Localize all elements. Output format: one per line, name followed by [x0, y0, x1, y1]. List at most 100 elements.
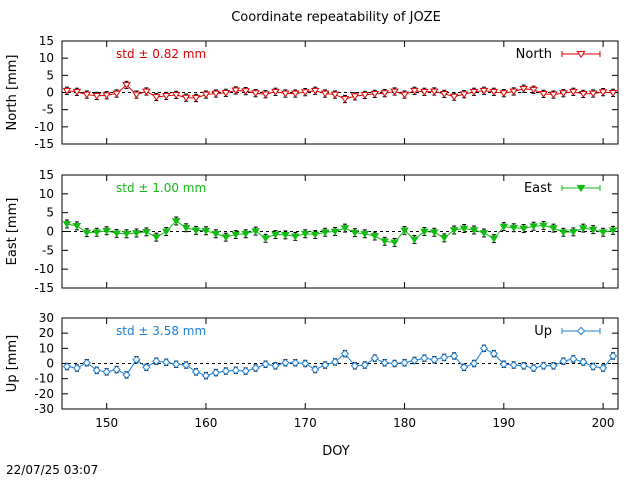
data-point: [261, 360, 270, 369]
data-point: [360, 92, 370, 99]
data-point: [92, 229, 102, 237]
data-point: [588, 226, 598, 234]
data-point: [430, 355, 439, 364]
data-point: [589, 362, 598, 371]
data-point: [241, 230, 250, 238]
data-point: [122, 230, 131, 238]
data-point: [509, 360, 518, 370]
data-point: [221, 234, 231, 242]
data-point: [251, 228, 260, 236]
y-tick-label: -10: [34, 120, 54, 134]
y-axis-label: North [mm]: [5, 55, 20, 131]
data-point: [529, 363, 538, 373]
data-point: [132, 355, 141, 364]
data-point: [608, 89, 618, 97]
data-point: [261, 91, 270, 99]
data-point: [559, 90, 568, 98]
data-point: [410, 236, 419, 244]
data-point: [350, 229, 360, 237]
data-point: [360, 230, 370, 238]
data-point: [450, 351, 459, 361]
data-point: [549, 361, 558, 370]
data-point: [72, 222, 82, 230]
data-point: [410, 87, 419, 95]
x-axis-label: DOY: [322, 444, 350, 459]
data-point: [479, 344, 489, 353]
data-point: [112, 230, 121, 238]
y-tick-label: -15: [34, 281, 54, 295]
data-point: [479, 230, 489, 238]
data-point: [281, 358, 290, 367]
y-tick-label: 0: [46, 357, 54, 371]
y-tick-label: 15: [39, 168, 54, 182]
data-point: [320, 90, 330, 98]
data-point: [62, 362, 72, 371]
data-point: [559, 229, 568, 237]
data-point: [549, 225, 558, 233]
data-point: [439, 90, 449, 98]
y-tick-label: 5: [46, 206, 54, 220]
data-point: [578, 225, 588, 233]
data-point: [291, 233, 300, 241]
data-point: [171, 92, 181, 99]
data-point: [469, 359, 479, 368]
timestamp: 22/07/25 03:07: [6, 463, 98, 477]
data-point: [191, 95, 201, 102]
data-point: [608, 227, 618, 235]
data-point: [172, 360, 181, 369]
data-point: [439, 235, 449, 242]
data-point: [449, 93, 459, 101]
data-point: [459, 225, 469, 233]
data-point: [82, 358, 91, 367]
data-point: [588, 90, 598, 98]
data-point: [162, 358, 171, 367]
data-point: [132, 230, 141, 238]
data-point: [241, 366, 250, 376]
legend-marker: [576, 50, 586, 59]
data-point: [330, 91, 340, 99]
y-axis-label: Up [mm]: [5, 335, 20, 392]
data-point: [231, 87, 241, 95]
data-point: [420, 88, 429, 96]
legend-label: North: [516, 47, 552, 62]
data-point: [142, 228, 151, 236]
data-point: [380, 358, 389, 367]
data-point: [310, 231, 320, 239]
data-point: [241, 88, 250, 96]
data-point: [300, 89, 310, 97]
data-point: [231, 231, 241, 239]
data-point: [469, 227, 479, 234]
data-point: [340, 96, 350, 104]
data-point: [360, 360, 369, 370]
data-point: [420, 354, 429, 363]
data-point: [449, 227, 459, 234]
data-point: [72, 363, 81, 373]
data-point: [201, 227, 211, 235]
legend-marker: [576, 184, 586, 193]
data-point: [271, 88, 280, 96]
data-point: [152, 94, 161, 101]
data-point: [390, 88, 399, 96]
data-point: [380, 238, 389, 246]
data-point: [92, 93, 102, 100]
data-point: [559, 357, 568, 366]
legend-marker: [576, 326, 586, 336]
data-point: [479, 87, 489, 95]
data-point: [271, 361, 280, 370]
data-point: [430, 88, 439, 96]
data-point: [201, 371, 211, 380]
data-point: [509, 88, 519, 96]
data-point: [320, 229, 330, 237]
data-point: [420, 228, 429, 236]
y-tick-label: 5: [46, 68, 54, 82]
data-point: [271, 231, 280, 239]
data-point: [201, 91, 211, 99]
y-axis-label: East [mm]: [5, 198, 20, 266]
data-point: [330, 228, 340, 236]
data-point: [132, 91, 141, 99]
x-tick-label: 160: [195, 416, 218, 430]
data-point: [489, 349, 498, 358]
data-point: [161, 93, 171, 100]
data-point: [569, 228, 578, 236]
